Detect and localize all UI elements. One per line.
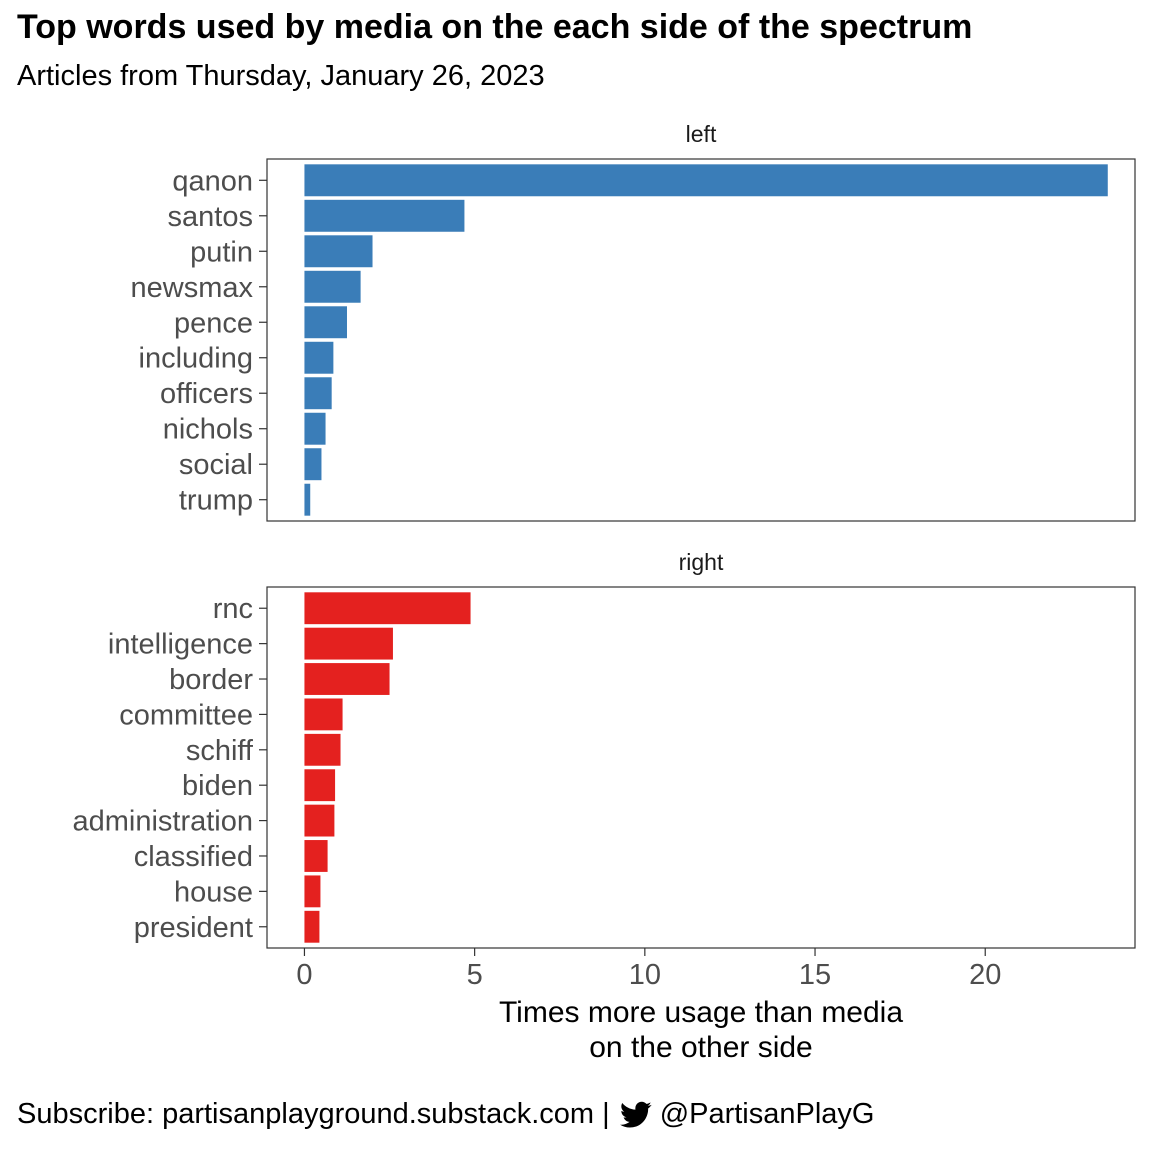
- bar-putin: [304, 235, 373, 268]
- y-tick-label-including: including: [139, 343, 253, 375]
- facet-panel-border: [266, 586, 1136, 949]
- x-axis-label-line: Times more usage than media: [499, 996, 903, 1029]
- bar-administration: [304, 804, 335, 837]
- bar-pence: [304, 306, 347, 339]
- y-tick-label-putin: putin: [190, 236, 253, 268]
- bar-intelligence: [304, 627, 393, 660]
- bar-social: [304, 448, 322, 481]
- x-axis-label: Times more usage than media on the other …: [499, 996, 903, 1064]
- y-tick-label-biden: biden: [182, 770, 253, 802]
- bar-officers: [304, 377, 332, 410]
- bar-committee: [304, 698, 343, 731]
- chart-subtitle: Articles from Thursday, January 26, 2023: [17, 60, 545, 92]
- x-tick-label: 0: [296, 959, 312, 991]
- facet-strip-label: left: [686, 121, 717, 147]
- facet-panel-border: [266, 158, 1136, 522]
- bar-house: [304, 875, 321, 908]
- x-tick-label: 20: [969, 959, 1001, 991]
- bar-classified: [304, 840, 328, 872]
- y-tick-label-officers: officers: [160, 378, 253, 410]
- y-tick-label-administration: administration: [72, 806, 253, 838]
- y-tick-label-qanon: qanon: [172, 165, 253, 197]
- bar-santos: [304, 199, 465, 232]
- y-tick-label-social: social: [179, 449, 253, 481]
- twitter-bird-icon: [619, 1101, 652, 1129]
- y-tick-label-nichols: nichols: [163, 414, 253, 446]
- y-tick-label-santos: santos: [168, 201, 253, 233]
- chart-title: Top words used by media on the each side…: [17, 8, 973, 46]
- y-tick-label-pence: pence: [174, 307, 253, 339]
- bar-border: [304, 663, 390, 695]
- bar-schiff: [304, 733, 341, 766]
- facet-strip-label: right: [679, 549, 724, 575]
- y-tick-label-schiff: schiff: [186, 735, 254, 767]
- twitter-handle: @PartisanPlayG: [659, 1098, 875, 1130]
- bar-rnc: [304, 592, 471, 625]
- y-tick-label-classified: classified: [134, 841, 253, 873]
- subscribe-text: Subscribe: partisanplayground.substack.c…: [17, 1098, 610, 1130]
- x-tick-label: 15: [799, 959, 831, 991]
- x-tick-label: 5: [467, 959, 483, 991]
- bar-trump: [304, 483, 311, 516]
- bar-qanon: [304, 164, 1108, 197]
- y-tick-label-trump: trump: [179, 485, 253, 517]
- y-tick-label-rnc: rnc: [213, 593, 253, 625]
- y-tick-label-house: house: [174, 876, 253, 908]
- bar-nichols: [304, 412, 326, 445]
- x-axis-label-line: on the other side: [589, 1031, 813, 1064]
- y-tick-label-committee: committee: [119, 699, 253, 731]
- y-tick-label-intelligence: intelligence: [108, 629, 253, 661]
- footer-caption: Subscribe: partisanplayground.substack.c…: [17, 1098, 874, 1131]
- bar-biden: [304, 769, 336, 802]
- x-tick-label: 10: [629, 959, 661, 991]
- bar-president: [304, 910, 320, 943]
- bar-including: [304, 341, 334, 374]
- y-tick-label-president: president: [134, 912, 253, 944]
- bar-newsmax: [304, 270, 361, 303]
- y-tick-label-newsmax: newsmax: [131, 272, 254, 304]
- y-tick-label-border: border: [169, 664, 253, 696]
